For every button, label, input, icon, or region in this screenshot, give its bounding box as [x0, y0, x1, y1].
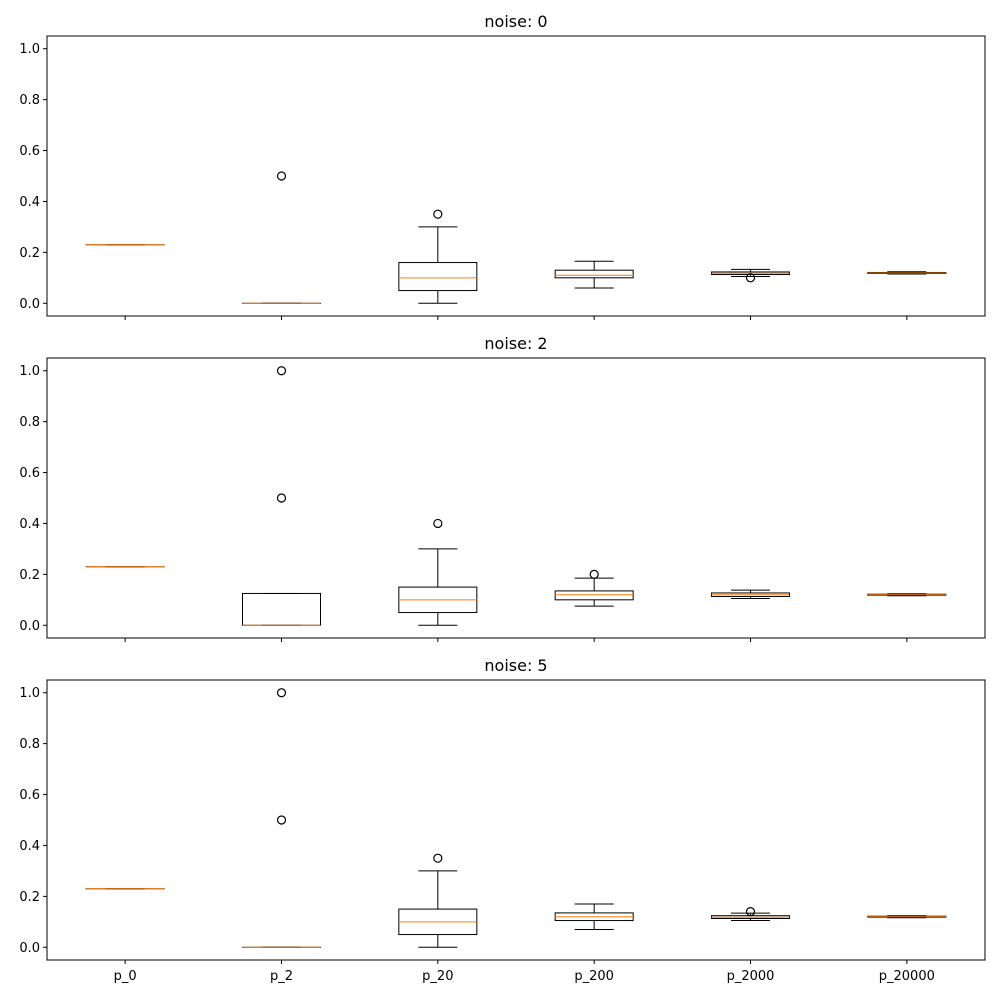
x-tick-label: p_20000 [879, 969, 935, 984]
iqr-box [398, 262, 478, 292]
box-p_200 [554, 260, 634, 289]
outlier-point [276, 171, 287, 181]
x-tick-label: p_20 [422, 969, 453, 984]
y-tick-label: 1.0 [19, 686, 40, 701]
outlier-point [433, 518, 443, 529]
outlier-point [276, 815, 287, 825]
box-p_20 [398, 518, 478, 626]
iqr-box [554, 269, 634, 279]
box-p_2000 [711, 589, 790, 600]
y-tick-label: 0.4 [19, 839, 40, 854]
y-tick-label: 0.6 [19, 788, 40, 803]
box-p_2 [242, 171, 321, 304]
axes-frame [46, 357, 986, 639]
iqr-box [242, 592, 321, 626]
box-p_2 [242, 366, 321, 626]
axes-frame [46, 679, 986, 961]
box-p_20000 [867, 915, 947, 919]
box-p_20 [398, 209, 478, 304]
y-tick-label: 0.8 [19, 415, 40, 430]
iqr-box [554, 590, 634, 601]
panel-title: noise: 5 [484, 656, 547, 675]
box-p_20000 [867, 593, 947, 597]
x-tick-label: p_2 [270, 969, 293, 984]
box-p_2000 [711, 907, 790, 922]
box-p_200 [554, 903, 634, 930]
y-tick-label: 0.8 [19, 93, 40, 108]
panel-0: noise: 0 0.0 0.2 0.4 0.6 0.8 1.0 [19, 12, 986, 320]
y-tick-label: 0.0 [19, 619, 40, 634]
outlier-point [276, 366, 287, 376]
panel-1: noise: 2 0.0 0.2 0.4 0.6 0.8 1.0 [19, 334, 986, 642]
x-tick-label: p_200 [574, 969, 614, 984]
box-p_20 [398, 853, 478, 948]
outlier-point [276, 493, 287, 503]
y-tick-label: 0.6 [19, 466, 40, 481]
panel-2: noise: 5 0.0 0.2 0.4 0.6 0.8 1.0 p_0 p_2 p_20 p_20… [19, 656, 986, 984]
outlier-point [433, 209, 443, 219]
y-tick-label: 0.6 [19, 144, 40, 159]
box-p_20000 [867, 271, 947, 275]
y-tick-label: 0.4 [19, 195, 40, 210]
outlier-point [276, 688, 287, 698]
y-tick-label: 1.0 [19, 364, 40, 379]
box-p_2 [242, 688, 321, 948]
axes-frame [46, 35, 986, 317]
y-tick-label: 0.4 [19, 517, 40, 532]
outlier-point [589, 569, 599, 579]
outlier-point [745, 273, 756, 283]
y-tick-label: 0.8 [19, 737, 40, 752]
box-p_2000 [711, 268, 790, 283]
y-tick-label: 0.0 [19, 297, 40, 312]
y-tick-label: 0.2 [19, 246, 40, 261]
y-tick-label: 1.0 [19, 42, 40, 57]
y-tick-label: 0.2 [19, 890, 40, 905]
y-tick-label: 0.2 [19, 568, 40, 583]
panel-title: noise: 0 [484, 12, 547, 31]
outlier-point [745, 907, 756, 917]
x-tick-label: p_2000 [727, 969, 775, 984]
y-tick-label: 0.0 [19, 941, 40, 956]
panel-title: noise: 2 [484, 334, 547, 353]
outlier-point [433, 853, 443, 863]
x-tick-label: p_0 [114, 969, 137, 984]
box-p_200 [554, 569, 634, 607]
